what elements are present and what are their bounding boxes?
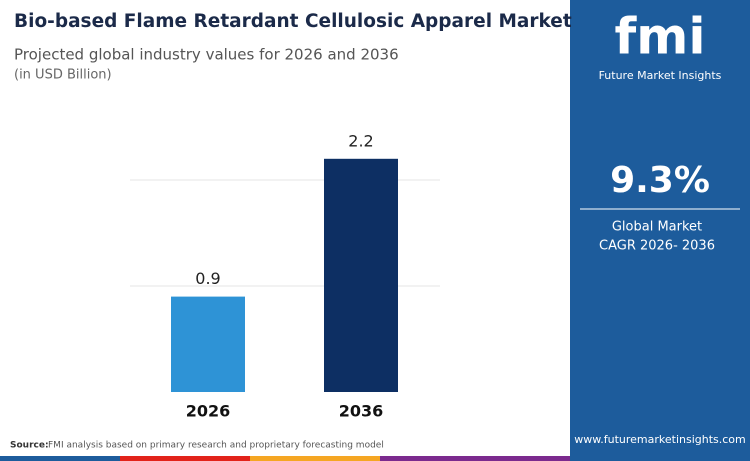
- x-tick-label: 2026: [186, 402, 231, 421]
- footer-strip: [0, 456, 120, 461]
- bar: [171, 296, 245, 392]
- bar: [324, 158, 398, 392]
- brand-name: Future Market Insights: [599, 69, 722, 82]
- footer-strip: [250, 456, 380, 461]
- value-label: 2.2: [348, 131, 373, 150]
- unit-note: (in USD Billion): [14, 68, 112, 83]
- cagr-value: 9.3%: [610, 160, 710, 201]
- side-panel: [570, 0, 750, 461]
- website: www.futuremarketinsights.com: [574, 433, 746, 446]
- chart-subtitle: Projected global industry values for 202…: [14, 46, 399, 64]
- x-tick-label: 2036: [339, 402, 384, 421]
- source-label: Source:: [10, 441, 49, 451]
- footer-strip: [380, 456, 570, 461]
- value-label: 0.9: [195, 269, 220, 288]
- chart-title: Bio-based Flame Retardant Cellulosic App…: [14, 11, 572, 32]
- footer-strip: [120, 456, 250, 461]
- source-text: FMI analysis based on primary research a…: [48, 441, 384, 451]
- cagr-caption: Global Market: [612, 220, 702, 235]
- cagr-caption: CAGR 2026- 2036: [599, 239, 715, 254]
- logo: fmi: [615, 8, 706, 66]
